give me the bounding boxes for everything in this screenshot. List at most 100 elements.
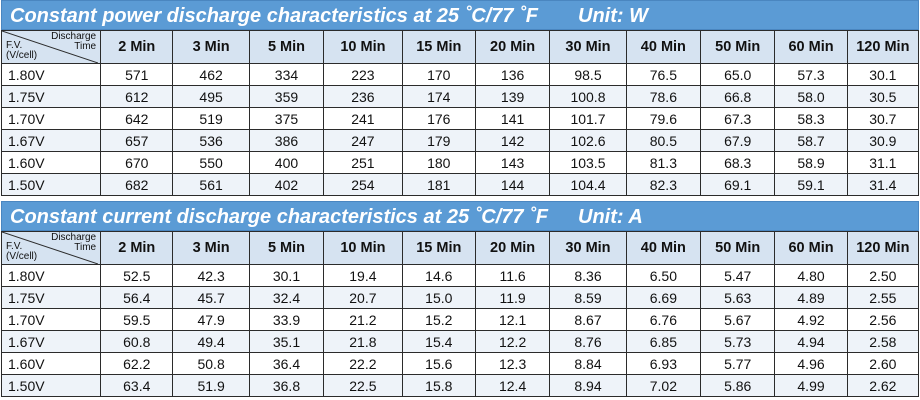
value-cell: 80.5 (625, 129, 702, 152)
value-cell: 51.9 (172, 374, 250, 397)
value-cell: 12.2 (474, 330, 551, 353)
value-cell: 15.2 (401, 308, 476, 331)
value-cell: 12.1 (474, 308, 551, 331)
value-cell: 21.8 (323, 330, 403, 353)
value-cell: 49.4 (172, 330, 250, 353)
final-voltage-cell: 1.70V (0, 308, 102, 331)
final-voltage-cell: 1.80V (0, 264, 102, 287)
column-header: 20 Min (474, 30, 551, 64)
column-header: 30 Min (549, 30, 627, 64)
value-cell: 68.3 (700, 151, 776, 174)
table-row: 1.67V 657 536 386 247 179 142 102.6 80.5 67.9 58.7… (0, 129, 920, 152)
value-cell: 139 (474, 85, 551, 108)
final-voltage-cell: 1.80V (0, 63, 102, 86)
value-cell: 176 (401, 107, 476, 130)
value-cell: 2.60 (846, 352, 920, 375)
value-cell: 5.63 (700, 286, 776, 309)
column-header: 60 Min (774, 231, 848, 265)
value-cell: 76.5 (625, 63, 702, 86)
corner-fv-text: F.V. (6, 40, 23, 51)
table-row: 1.60V 670 550 400 251 180 143 103.5 81.3 68.3 58.9… (0, 151, 920, 174)
value-cell: 15.0 (401, 286, 476, 309)
value-cell: 5.73 (700, 330, 776, 353)
table-row: 1.80V 571 462 334 223 170 136 98.5 76.5 65.0 57.3 3… (0, 63, 920, 86)
column-header: 2 Min (100, 231, 174, 265)
value-cell: 7.02 (625, 374, 702, 397)
table-row: 1.67V 60.8 49.4 35.1 21.8 15.4 12.2 8.76 6.85 5.7… (0, 330, 920, 353)
value-cell: 657 (100, 129, 174, 152)
value-cell: 142 (474, 129, 551, 152)
value-cell: 5.67 (700, 308, 776, 331)
value-cell: 58.9 (774, 151, 848, 174)
value-cell: 30.5 (846, 85, 920, 108)
value-cell: 251 (323, 151, 403, 174)
value-cell: 670 (100, 151, 174, 174)
value-cell: 2.62 (846, 374, 920, 397)
value-cell: 21.2 (323, 308, 403, 331)
unit-label: Unit: W (578, 5, 648, 27)
column-header: 40 Min (625, 231, 702, 265)
value-cell: 495 (172, 85, 250, 108)
value-cell: 561 (172, 173, 250, 196)
value-cell: 402 (248, 173, 325, 196)
value-cell: 334 (248, 63, 325, 86)
value-cell: 59.5 (100, 308, 174, 331)
value-cell: 462 (172, 63, 250, 86)
table-row: 1.70V 642 519 375 241 176 141 101.7 79.6 67.3 58.3… (0, 107, 920, 130)
value-cell: 15.6 (401, 352, 476, 375)
value-cell: 30.1 (248, 264, 325, 287)
value-cell: 100.8 (549, 85, 627, 108)
column-header: 40 Min (625, 30, 702, 64)
final-voltage-cell: 1.67V (0, 330, 102, 353)
value-cell: 101.7 (549, 107, 627, 130)
corner-diagonal-line (2, 232, 98, 264)
value-cell: 375 (248, 107, 325, 130)
value-cell: 180 (401, 151, 476, 174)
value-cell: 42.3 (172, 264, 250, 287)
value-cell: 62.2 (100, 352, 174, 375)
value-cell: 612 (100, 85, 174, 108)
value-cell: 98.5 (549, 63, 627, 86)
value-cell: 5.47 (700, 264, 776, 287)
column-header: 60 Min (774, 30, 848, 64)
value-cell: 20.7 (323, 286, 403, 309)
value-cell: 5.77 (700, 352, 776, 375)
value-cell: 519 (172, 107, 250, 130)
value-cell: 236 (323, 85, 403, 108)
unit-label: Unit: A (578, 206, 643, 228)
value-cell: 6.50 (625, 264, 702, 287)
corner-fv-text: (V/cell) (6, 50, 38, 61)
value-cell: 136 (474, 63, 551, 86)
value-cell: 174 (401, 85, 476, 108)
value-cell: 19.4 (323, 264, 403, 287)
value-cell: 58.0 (774, 85, 848, 108)
value-cell: 12.3 (474, 352, 551, 375)
value-cell: 4.96 (774, 352, 848, 375)
value-cell: 36.8 (248, 374, 325, 397)
final-voltage-cell: 1.70V (0, 107, 102, 130)
value-cell: 81.3 (625, 151, 702, 174)
corner-time-text: Time (74, 41, 97, 52)
value-cell: 8.94 (549, 374, 627, 397)
final-voltage-cell: 1.67V (0, 129, 102, 152)
value-cell: 102.6 (549, 129, 627, 152)
table-row: 1.80V 52.5 42.3 30.1 19.4 14.6 11.6 8.36 6.50 5.4… (0, 264, 920, 287)
table-row: 1.50V 682 561 402 254 181 144 104.4 82.3 69.1 59.1… (0, 173, 920, 196)
value-cell: 11.9 (474, 286, 551, 309)
final-voltage-cell: 1.60V (0, 151, 102, 174)
final-voltage-cell: 1.50V (0, 374, 102, 397)
value-cell: 103.5 (549, 151, 627, 174)
value-cell: 32.4 (248, 286, 325, 309)
value-cell: 104.4 (549, 173, 627, 196)
value-cell: 6.85 (625, 330, 702, 353)
value-cell: 8.59 (549, 286, 627, 309)
corner-time-label: Discharge Time (51, 32, 96, 52)
value-cell: 4.92 (774, 308, 848, 331)
value-cell: 58.3 (774, 107, 848, 130)
value-cell: 170 (401, 63, 476, 86)
table-row: 1.75V 56.4 45.7 32.4 20.7 15.0 11.9 8.59 6.69 5.6… (0, 286, 920, 309)
value-cell: 8.84 (549, 352, 627, 375)
value-cell: 642 (100, 107, 174, 130)
value-cell: 2.50 (846, 264, 920, 287)
value-cell: 31.4 (846, 173, 920, 196)
